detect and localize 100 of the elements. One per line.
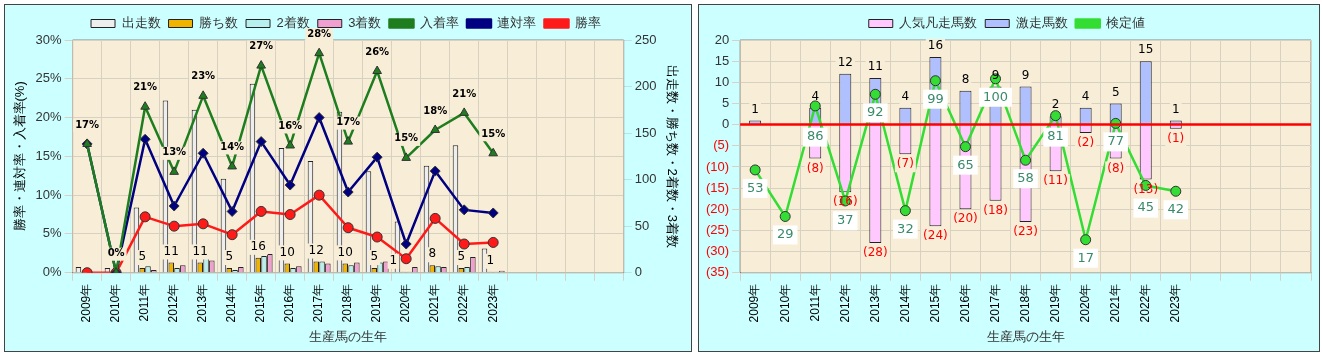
x-tick-label: 2020年 xyxy=(398,283,413,323)
x-tick-label: 2023年 xyxy=(485,283,500,323)
x-tick-label: 2010年 xyxy=(108,283,123,323)
x-tick-label: 2021年 xyxy=(427,283,442,323)
x-axis-title: 生産馬の生年 xyxy=(309,328,388,344)
data-label: 16 xyxy=(927,38,944,53)
data-label: 99 xyxy=(927,90,944,106)
data-label: 4 xyxy=(811,88,820,103)
data-label: (20) xyxy=(953,211,978,226)
data-label: (28) xyxy=(863,245,888,260)
y2-tick-label: 150 xyxy=(634,124,657,140)
x-tick-label: 2010年 xyxy=(777,283,792,323)
x-tick-label: 2021年 xyxy=(1108,283,1123,323)
y-tick-label: 0% xyxy=(42,264,63,280)
y-tick-label: 0 xyxy=(721,116,730,132)
y-tick-label: (20) xyxy=(705,200,730,216)
data-label: 1 xyxy=(1171,101,1180,116)
data-label: 23% xyxy=(191,70,216,82)
x-tick-label: 2012年 xyxy=(166,283,181,323)
x-tick-label: 2017年 xyxy=(987,283,1002,323)
data-label: 18% xyxy=(423,104,448,116)
y-tick-label: (5) xyxy=(713,137,730,153)
y-tick-label: 10% xyxy=(35,186,63,202)
data-label: (7) xyxy=(896,156,914,171)
data-label: 12 xyxy=(837,54,853,69)
data-label: (8) xyxy=(806,160,824,175)
data-label: 1 xyxy=(751,101,759,116)
data-label: 10 xyxy=(279,244,295,259)
legend-label: 検定値 xyxy=(1106,15,1146,31)
x-tick-label: 2018年 xyxy=(1017,283,1032,323)
data-label: 14% xyxy=(220,141,245,153)
x-tick-label: 2019年 xyxy=(1047,283,1062,323)
y2-axis-title: 出走数・勝ち数・2着数・3着数 xyxy=(664,64,680,249)
data-label: 0% xyxy=(107,247,125,259)
data-label: 42 xyxy=(1167,201,1185,217)
data-label: 81 xyxy=(1047,128,1064,144)
y-tick-label: 15% xyxy=(35,147,63,163)
data-label: 10 xyxy=(337,244,353,259)
legend-label: 勝ち数 xyxy=(199,15,239,31)
x-tick-label: 2015年 xyxy=(253,283,268,323)
x-tick-label: 2009年 xyxy=(79,283,94,323)
y-tick-label: 15 xyxy=(714,52,730,68)
data-label: 11 xyxy=(192,243,208,258)
data-label: 1 xyxy=(389,252,398,267)
y-tick-label: (30) xyxy=(705,243,730,259)
y-tick-label: 5 xyxy=(721,95,730,111)
x-axis-title: 生産馬の生年 xyxy=(986,328,1065,344)
x-tick-label: 2014年 xyxy=(224,283,239,323)
x-tick-label: 2013年 xyxy=(195,283,210,323)
legend-label: 出走数 xyxy=(121,15,161,31)
data-label: 5 xyxy=(1111,84,1120,99)
data-label: 5 xyxy=(457,249,466,264)
data-label: 77 xyxy=(1107,133,1124,149)
y-axis-title: 勝率・連対率・入着率(%) xyxy=(12,81,28,232)
data-label: 92 xyxy=(867,104,884,120)
data-label: 17% xyxy=(336,116,361,128)
x-tick-label: 2016年 xyxy=(282,283,297,323)
x-tick-label: 2022年 xyxy=(1138,283,1153,323)
x-tick-label: 2011年 xyxy=(137,283,152,322)
data-label: 16% xyxy=(278,120,303,132)
data-label: 8 xyxy=(428,246,437,261)
legend-label: 3着数 xyxy=(348,15,382,31)
data-label: 53 xyxy=(746,179,764,195)
data-label: 5 xyxy=(225,249,234,264)
data-label: 2 xyxy=(1051,97,1060,112)
legend-label: 人気凡走馬数 xyxy=(899,15,978,31)
y2-tick-label: 0 xyxy=(634,264,642,280)
x-tick-label: 2016年 xyxy=(957,283,972,323)
data-label: 26% xyxy=(365,45,390,57)
y-tick-label: 20 xyxy=(714,31,730,47)
data-label: 21% xyxy=(452,87,477,99)
y-tick-label: 10 xyxy=(714,73,730,89)
data-label: 4 xyxy=(1081,88,1090,103)
data-label: (2) xyxy=(1077,135,1095,150)
data-label: 86 xyxy=(806,128,824,144)
data-label: (1) xyxy=(1167,130,1185,145)
data-label: 4 xyxy=(901,88,910,103)
data-label: 11 xyxy=(163,243,179,258)
data-label: 27% xyxy=(249,40,274,52)
y-tick-label: (15) xyxy=(705,179,730,195)
x-tick-label: 2014年 xyxy=(897,283,912,323)
legend-label: 勝率 xyxy=(574,15,601,31)
data-label: 58 xyxy=(1017,170,1034,186)
y-tick-label: 5% xyxy=(42,225,63,241)
y-tick-label: (10) xyxy=(705,158,730,174)
y2-tick-label: 250 xyxy=(634,31,657,47)
data-label: 9 xyxy=(1021,67,1030,82)
data-label: 100 xyxy=(983,88,1008,104)
y2-tick-label: 50 xyxy=(634,217,650,233)
data-label: 28% xyxy=(307,27,332,39)
data-label: (18) xyxy=(983,202,1008,217)
x-tick-label: 2020年 xyxy=(1077,283,1092,323)
x-tick-label: 2019年 xyxy=(369,283,384,323)
legend-label: 連対率 xyxy=(497,15,537,31)
x-tick-label: 2013年 xyxy=(867,283,882,323)
x-tick-label: 2023年 xyxy=(1168,283,1183,323)
y-tick-label: 30% xyxy=(35,31,63,47)
y-tick-label: 20% xyxy=(35,109,63,125)
data-label: 15% xyxy=(394,132,419,144)
data-label: (11) xyxy=(1043,173,1068,188)
